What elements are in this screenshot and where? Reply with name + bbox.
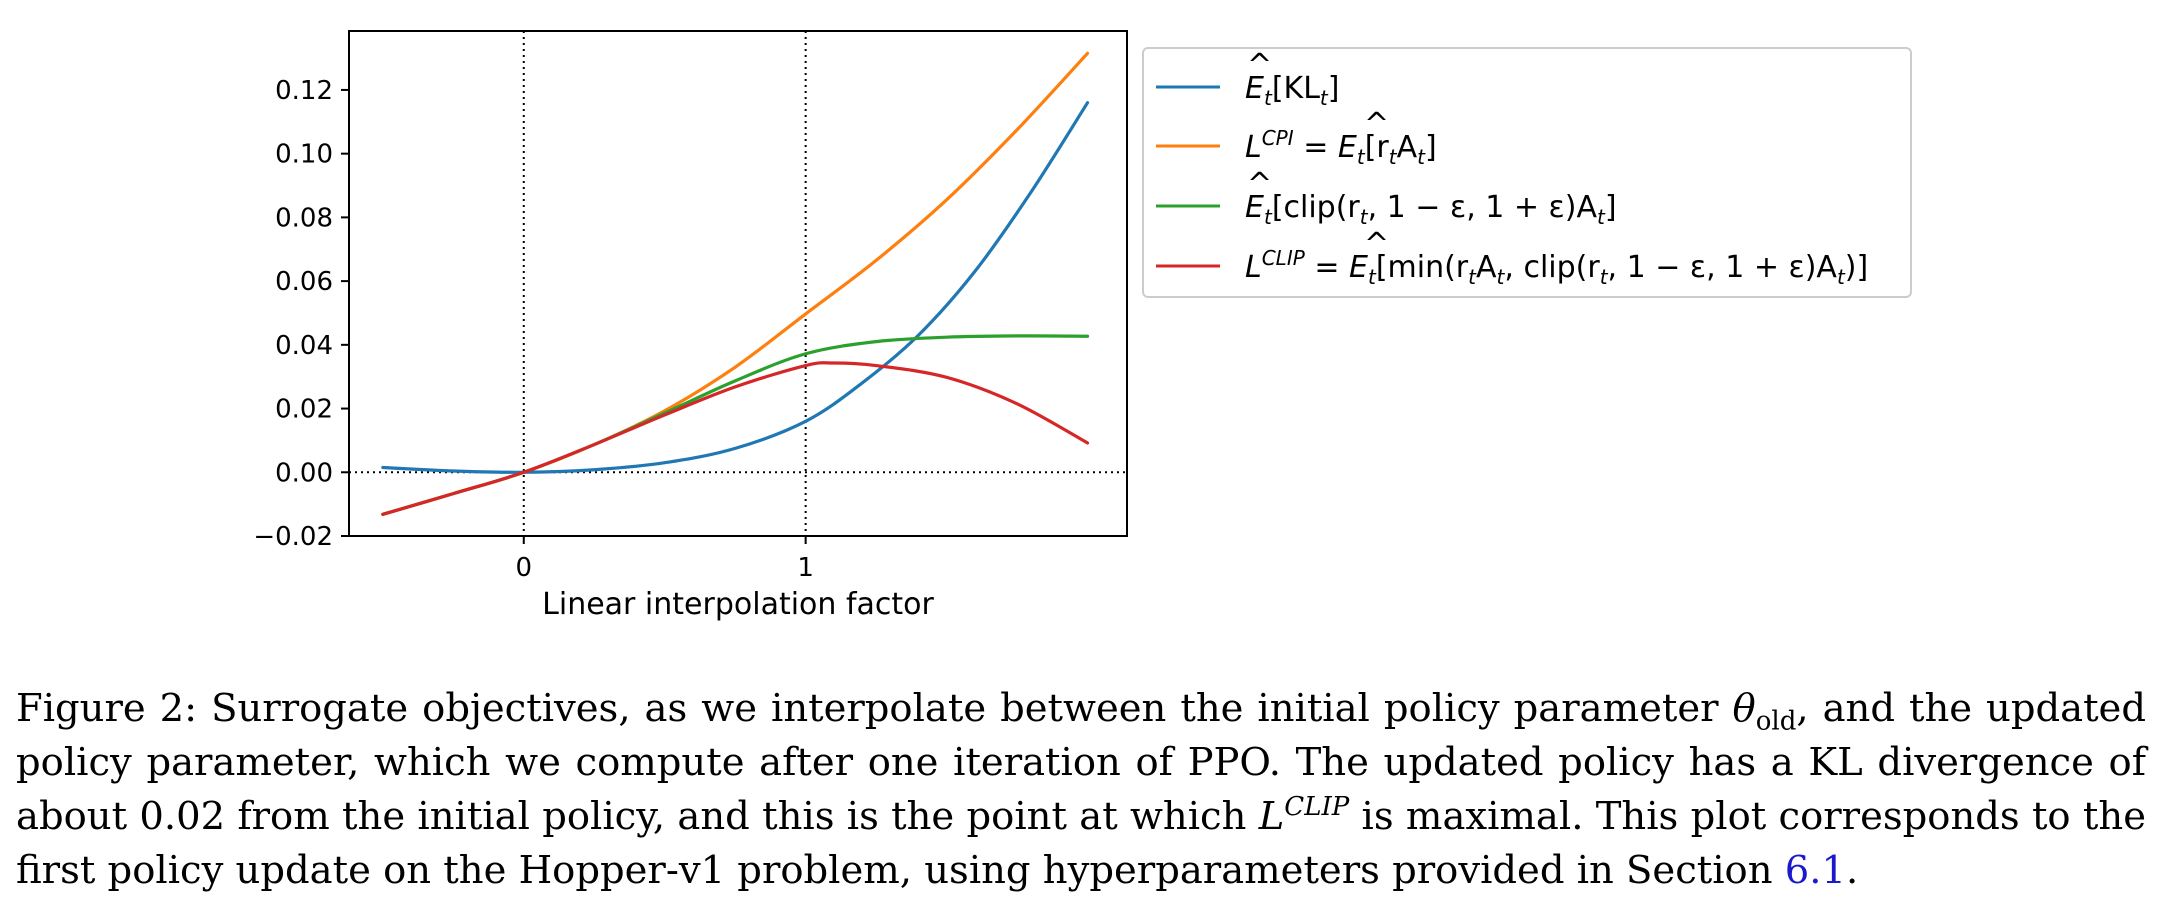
caption-section-link[interactable]: 6.1 — [1784, 848, 1846, 893]
legend-lclip-body3: , clip(r — [1504, 250, 1600, 285]
legend-lclip-e: E — [1349, 250, 1368, 285]
caption-theta: θ — [1732, 686, 1756, 731]
legend-lclip-l: L — [1245, 250, 1262, 285]
legend-cpi-sub2: t — [1417, 145, 1426, 169]
legend-kl-hat: ^ — [1247, 48, 1272, 83]
legend-kl-end: ] — [1328, 71, 1340, 106]
y-tick-label: −0.02 — [253, 522, 333, 552]
y-tick-label: 0.00 — [275, 458, 333, 488]
legend-clip-sub0: t — [1264, 205, 1273, 229]
series-layer — [381, 51, 1090, 516]
caption-part-1: Figure 2: Surrogate objectives, as we in… — [16, 686, 1733, 731]
legend-label-kl: Et[KLt] — [1245, 71, 1339, 110]
y-tick-label: 0.06 — [275, 267, 333, 297]
legend-lclip-body4: , 1 − ε, 1 + ε)A — [1608, 250, 1838, 285]
y-tick-label: 0.02 — [275, 395, 333, 425]
series-line-1 — [381, 51, 1090, 516]
figure-caption: Figure 2: Surrogate objectives, as we in… — [16, 682, 2146, 898]
legend: Et[KLt] ^ LCPI = Et[rtAt] ^ Et[clip(rt, … — [1142, 47, 1912, 298]
reference-lines — [349, 31, 1127, 536]
legend-cpi-e: E — [1338, 130, 1357, 165]
legend-lclip-body2: A — [1476, 250, 1497, 285]
legend-lclip-eq: = — [1305, 250, 1349, 285]
legend-lclip-sub2: t — [1497, 265, 1506, 289]
y-tick-label: 0.12 — [275, 76, 333, 106]
legend-lclip-sup: CLIP — [1262, 246, 1306, 270]
legend-lclip-body1: [min(r — [1376, 250, 1469, 285]
legend-cpi-sub0: t — [1357, 145, 1366, 169]
series-line-3 — [381, 361, 1090, 516]
legend-lclip-sub3: t — [1600, 265, 1609, 289]
legend-lclip-sub4: t — [1837, 265, 1846, 289]
caption-part-3: is maximal. This plot corresponds to the… — [16, 794, 2146, 893]
legend-kl-body: [KL — [1272, 71, 1320, 106]
legend-kl-sub2: t — [1320, 86, 1329, 110]
legend-lclip-end: )] — [1845, 250, 1868, 285]
legend-cpi-sup: CPI — [1262, 126, 1294, 150]
caption-theta-sub: old — [1755, 706, 1797, 737]
legend-kl-sub1: t — [1264, 86, 1273, 110]
legend-clip-body2: , 1 − ε, 1 + ε)A — [1368, 190, 1598, 225]
legend-clip-sub2: t — [1597, 205, 1606, 229]
caption-part-2: , and the updated policy parameter, whic… — [16, 686, 2146, 839]
x-tick-label: 1 — [797, 553, 814, 583]
legend-lclip-hat: ^ — [1364, 227, 1389, 262]
axis-ticks: 0 1 −0.02 0.00 0.02 0.04 0.06 0.08 0.10 0.12 — [253, 76, 814, 583]
series-line-0 — [381, 101, 1090, 474]
legend-cpi-body1: [r — [1365, 130, 1390, 165]
x-tick-label: 0 — [515, 553, 532, 583]
legend-lclip-sub1: t — [1468, 265, 1477, 289]
legend-lclip-sub0: t — [1368, 265, 1377, 289]
series-line-2 — [381, 334, 1090, 516]
legend-label-cpi: LCPI = Et[rtAt] — [1245, 126, 1437, 169]
caption-l: L — [1258, 794, 1285, 839]
legend-kl-e: E — [1245, 71, 1264, 106]
legend-cpi-eq: = — [1294, 130, 1338, 165]
legend-label-lclip: LCLIP = Et[min(rtAt, clip(rt, 1 − ε, 1 +… — [1245, 246, 1868, 289]
y-tick-label: 0.08 — [275, 203, 333, 233]
legend-cpi-body2: A — [1397, 130, 1418, 165]
y-tick-label: 0.10 — [275, 140, 333, 170]
legend-clip-end: ] — [1605, 190, 1617, 225]
legend-cpi-sub1: t — [1389, 145, 1398, 169]
legend-cpi-l: L — [1245, 130, 1262, 165]
legend-label-clip: Et[clip(rt, 1 − ε, 1 + ε)At] — [1245, 190, 1617, 229]
legend-cpi-end: ] — [1425, 130, 1437, 165]
caption-part-4: . — [1846, 848, 1859, 893]
legend-clip-sub1: t — [1360, 205, 1369, 229]
plot-frame — [348, 30, 1128, 537]
caption-l-sup: CLIP — [1284, 792, 1350, 823]
x-axis-label: Linear interpolation factor — [542, 587, 934, 622]
legend-clip-hat: ^ — [1247, 167, 1272, 202]
plot-area: 0 1 −0.02 0.00 0.02 0.04 0.06 0.08 0.10 0.12 Line… — [253, 30, 1128, 622]
legend-clip-e: E — [1245, 190, 1264, 225]
y-tick-label: 0.04 — [275, 331, 333, 361]
legend-clip-body1: [clip(r — [1272, 190, 1361, 225]
legend-frame — [1142, 47, 1912, 298]
legend-cpi-hat: ^ — [1364, 107, 1389, 142]
